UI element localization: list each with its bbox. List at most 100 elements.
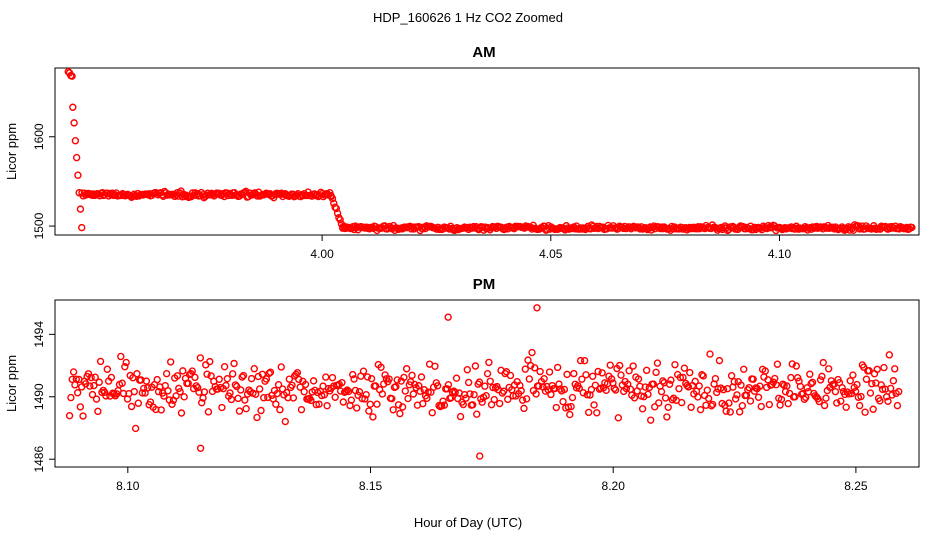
pm-data-point [285, 375, 294, 383]
pm-data-point [855, 401, 864, 410]
pm-data-point [197, 398, 206, 407]
pm-data-point [250, 365, 258, 373]
pm-data-point [127, 402, 136, 411]
pm-data-point [680, 364, 689, 372]
pm-data-point [576, 356, 585, 365]
pm-data-point [583, 391, 592, 399]
pm-data-point [793, 374, 802, 382]
pm-data-point [849, 371, 857, 379]
pm-data-point [369, 413, 377, 421]
pm-data-point [203, 370, 211, 378]
pm-data-point [349, 370, 357, 379]
pm-data-point [615, 361, 624, 370]
pm-data-point [580, 356, 589, 365]
pm-data-point [617, 371, 625, 379]
pm-data-point [485, 358, 493, 367]
pm-data-point [638, 405, 647, 413]
pm-data-point [641, 383, 649, 391]
pm-data-point [525, 375, 534, 383]
pm-data-point [226, 389, 234, 397]
pm-data-point [659, 377, 667, 385]
pm-data-point [528, 348, 536, 357]
pm-data-point [888, 391, 896, 399]
pm-data-point [796, 382, 805, 391]
pm-data-point [536, 367, 544, 376]
pm-data-point [173, 372, 182, 380]
pm-data-point [444, 381, 453, 389]
pm-data-point [470, 390, 478, 399]
pm-data-point [878, 385, 887, 394]
pm-data-point [895, 387, 903, 396]
pm-data-point [196, 354, 205, 362]
pm-data-point [289, 394, 298, 402]
pm-data-point [657, 387, 666, 396]
pm-data-point [401, 387, 409, 395]
pm-data-point [419, 399, 427, 408]
pm-data-point [121, 363, 129, 371]
pm-data-point [695, 382, 703, 390]
pm-data-point [737, 381, 745, 389]
am-data-point [72, 153, 81, 162]
pm-data-point [168, 400, 176, 408]
pm-data-point [392, 382, 400, 391]
pm-data-point [433, 382, 442, 390]
am-data-point [69, 103, 77, 111]
pm-data-point [377, 363, 385, 371]
pm-data-point [456, 412, 465, 421]
pm-data-point [295, 375, 303, 384]
pm-data-point [72, 375, 81, 383]
pm-data-point [563, 370, 571, 379]
am-data-point [74, 171, 82, 179]
pm-data-point [722, 407, 730, 415]
pm-data-point [853, 380, 861, 389]
pm-data-point [223, 374, 232, 383]
pm-data-point [96, 357, 105, 366]
pm-data-point [100, 388, 109, 396]
pm-data-point [444, 313, 452, 321]
pm-data-point [802, 393, 810, 402]
pm-data-point [359, 367, 368, 375]
pm-data-point [138, 389, 147, 397]
am-data-point [336, 216, 344, 224]
am-data-points [64, 67, 916, 235]
pm-data-point [715, 356, 724, 365]
pm-data-point [818, 372, 826, 381]
pm-data-point [756, 382, 764, 390]
pm-data-point [365, 407, 373, 415]
pm-data-point [865, 366, 873, 375]
pm-data-point [338, 378, 346, 387]
pm-data-point [877, 381, 885, 389]
pm-data-point [241, 396, 249, 404]
pm-data-point [598, 369, 606, 377]
pm-data-point [234, 394, 242, 403]
pm-data-point [757, 402, 765, 411]
pm-axes: 8.10 8.15 8.20 8.25 1486 1490 1494 [32, 321, 868, 493]
pm-data-point [622, 384, 631, 393]
pm-data-point [634, 375, 643, 383]
pm-data-point [490, 395, 498, 404]
pm-data-point [297, 405, 306, 414]
pm-data-point [95, 378, 103, 386]
pm-data-point [67, 393, 75, 402]
pm-data-point [661, 394, 670, 402]
pm-data-point [869, 405, 877, 413]
am-data-point [333, 209, 342, 218]
pm-data-point [842, 403, 850, 411]
pm-data-point [229, 370, 237, 378]
pm-data-point [91, 373, 99, 381]
pm-data-point [157, 406, 165, 414]
pm-data-point [808, 378, 817, 387]
am-data-point [688, 224, 696, 233]
pm-data-point [686, 368, 694, 377]
pm-data-point [668, 396, 676, 404]
pm-data-point [567, 402, 575, 411]
pm-data-point [239, 371, 248, 380]
pm-data-point [788, 360, 796, 368]
pm-data-point [367, 374, 376, 383]
pm-data-point [704, 394, 713, 403]
pm-data-point [118, 379, 126, 387]
pm-data-point [366, 400, 374, 408]
pm-data-point [180, 393, 188, 401]
pm-data-point [590, 401, 598, 409]
